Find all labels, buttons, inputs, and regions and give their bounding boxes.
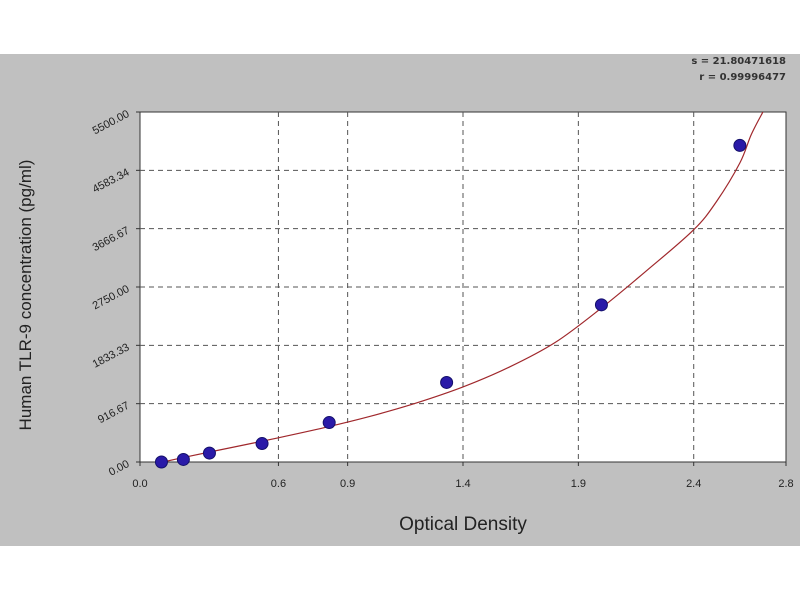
data-point [154, 455, 168, 469]
y-tick-label: 2750.00 [91, 283, 132, 312]
x-tick-label: 0.0 [132, 478, 147, 490]
data-point [255, 437, 269, 451]
data-point [594, 298, 608, 312]
y-tick-label: 916.67 [96, 400, 131, 426]
data-point [733, 138, 747, 152]
x-tick-label: 1.9 [571, 478, 586, 490]
data-point [322, 416, 336, 430]
stat-s: s = 21.80471618 [691, 56, 786, 67]
x-tick-label: 0.6 [271, 478, 286, 490]
data-point [176, 452, 190, 466]
x-tick-label: 2.4 [686, 478, 701, 490]
y-tick-label: 3666.67 [91, 225, 132, 254]
x-axis: 0.0 0.6 0.9 1.4 1.9 2.4 2.8 [132, 462, 794, 490]
y-axis: 0.00 916.67 1833.33 2750.00 3666.67 4583.34 55… [91, 108, 140, 479]
grid [140, 112, 786, 462]
y-tick-label: 5500.00 [91, 108, 132, 137]
x-tick-label: 2.8 [778, 478, 793, 490]
data-point [440, 375, 454, 389]
x-axis-title: Optical Density [399, 514, 527, 535]
x-tick-label: 1.4 [455, 478, 470, 490]
data-points [154, 138, 747, 469]
x-tick-label: 0.9 [340, 478, 355, 490]
y-axis-title: Human TLR-9 concentration (pg/ml) [16, 159, 35, 431]
y-tick-label: 4583.34 [91, 166, 132, 195]
data-point [202, 446, 216, 460]
y-tick-label: 0.00 [107, 458, 132, 479]
stat-r: r = 0.99996477 [699, 72, 786, 83]
y-tick-label: 1833.33 [91, 341, 132, 370]
